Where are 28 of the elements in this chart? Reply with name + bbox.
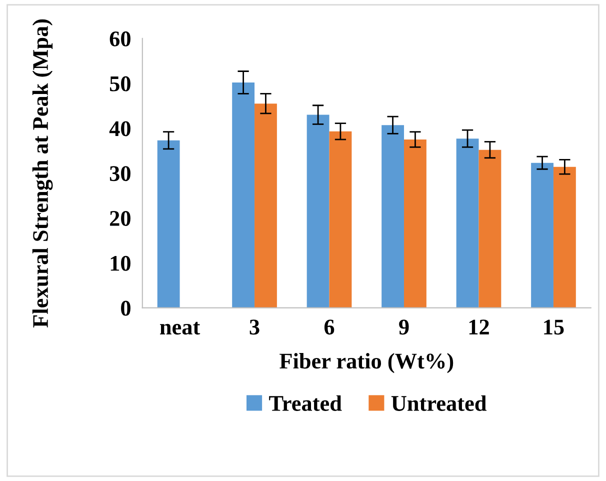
x-tick-label: 12 xyxy=(469,320,489,334)
x-tick-label: 6 xyxy=(324,320,334,335)
x-tick-label: 9 xyxy=(399,320,409,335)
bar xyxy=(456,138,479,308)
y-tick-label: 30 xyxy=(110,166,130,182)
y-tick-label: 20 xyxy=(110,210,130,226)
y-axis-title: Flexural Strength at Peak (Mpa) xyxy=(32,19,53,328)
y-tick-label: 60 xyxy=(110,31,130,46)
y-tick-label: 0 xyxy=(121,300,130,316)
bar xyxy=(254,104,277,308)
x-tick-label: 3 xyxy=(250,320,260,335)
legend-label: Untreated xyxy=(391,395,487,411)
y-tick-label: 10 xyxy=(110,256,130,271)
bar xyxy=(382,125,404,308)
bar xyxy=(404,139,426,308)
y-tick-label: 40 xyxy=(109,121,130,136)
x-axis-title: Fiber ratio (Wt%) xyxy=(280,352,454,374)
bar xyxy=(329,131,352,308)
legend-label: Treated xyxy=(269,395,342,411)
bar xyxy=(306,114,330,308)
bar xyxy=(157,140,180,308)
x-tick-label: 15 xyxy=(544,320,564,335)
bar xyxy=(232,82,255,308)
x-tick-label: neat xyxy=(160,322,200,335)
bar xyxy=(553,166,576,308)
bar xyxy=(531,162,554,308)
y-tick-label: 50 xyxy=(110,76,130,92)
bar xyxy=(478,150,502,308)
